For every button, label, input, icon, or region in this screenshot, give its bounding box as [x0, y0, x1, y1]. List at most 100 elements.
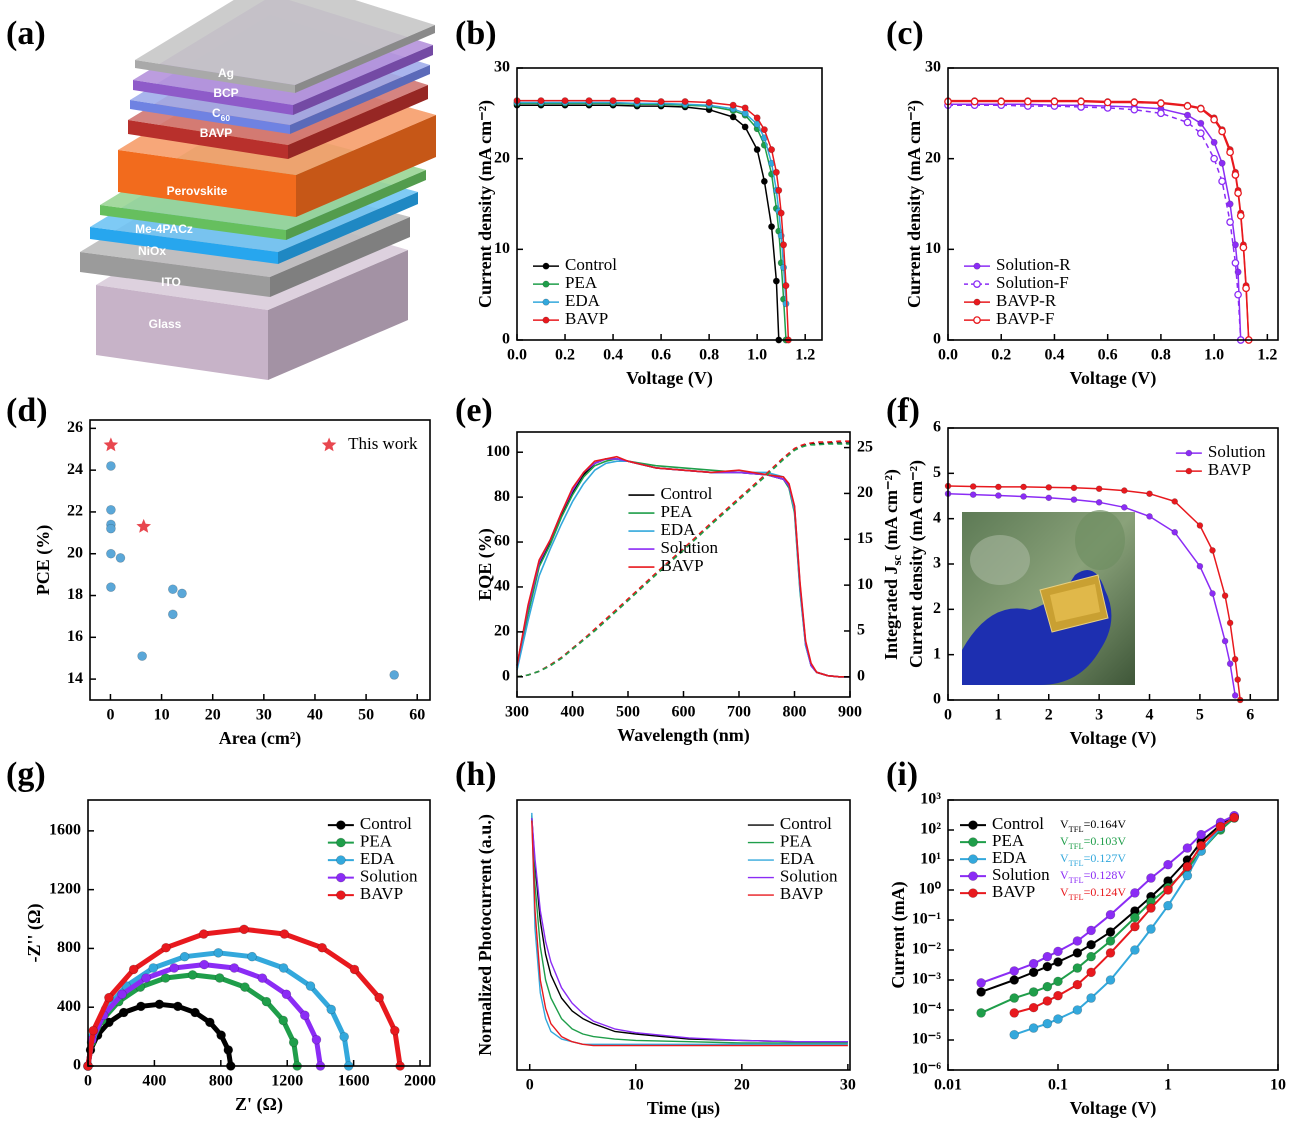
data-marker — [1028, 967, 1039, 978]
data-marker — [261, 996, 272, 1007]
data-marker — [995, 483, 1002, 491]
data-marker — [1218, 177, 1226, 186]
data-marker — [1146, 513, 1153, 520]
data-marker — [106, 582, 116, 592]
data-marker — [106, 548, 116, 559]
data-marker — [768, 223, 776, 231]
data-marker — [976, 1008, 986, 1018]
data-marker — [136, 518, 151, 533]
data-marker — [118, 1007, 129, 1018]
y-tick-label: 10⁰ — [919, 881, 942, 898]
y-tick-label: 20 — [925, 149, 941, 166]
data-marker — [1121, 504, 1128, 511]
data-marker — [1130, 945, 1140, 955]
data-marker — [741, 123, 749, 131]
text-part: TFL — [1069, 842, 1084, 851]
data-marker — [1183, 118, 1192, 127]
layer-label: ITO — [161, 275, 181, 289]
data-marker — [128, 964, 139, 975]
x-tick-label: 20 — [734, 1077, 750, 1094]
data-marker — [1210, 138, 1218, 146]
x-tick-label: 0.6 — [651, 347, 671, 364]
text-part: =0.124V — [1084, 885, 1127, 899]
legend-label: BAVP — [565, 309, 608, 328]
text-part: =0.164V — [1084, 817, 1127, 831]
layer: Ag — [135, 0, 435, 93]
x-tick-label: 2 — [1045, 707, 1053, 724]
legend-label: BAVP — [660, 556, 703, 575]
data-marker — [1020, 493, 1027, 500]
x-tick-label: 6 — [1246, 707, 1254, 724]
data-marker — [1226, 200, 1234, 208]
x-tick-label: 0.1 — [1048, 1077, 1068, 1094]
legend-label: Solution — [1208, 442, 1266, 461]
data-marker — [1146, 903, 1156, 913]
data-marker — [1163, 859, 1173, 870]
x-axis-label: Z' (Ω) — [235, 1094, 283, 1115]
x-tick-label: 0 — [106, 707, 114, 724]
data-marker — [336, 855, 346, 865]
data-marker — [753, 146, 761, 154]
data-marker — [1028, 987, 1039, 997]
layer-side-shade — [293, 45, 433, 115]
data-marker — [179, 951, 190, 962]
annotation: VTFL=0.103V — [1060, 834, 1126, 851]
data-marker — [609, 97, 617, 105]
data-marker — [760, 177, 768, 185]
layer-label: BAVP — [200, 126, 232, 140]
y-tick-label: 10² — [920, 821, 941, 838]
data-marker — [1229, 812, 1240, 823]
layer-front — [80, 252, 270, 297]
layer-side-shade — [290, 65, 430, 134]
legend-label: PEA — [565, 273, 598, 292]
y-axis-label: PCE (%) — [33, 525, 54, 596]
data-marker — [681, 98, 689, 106]
layer-side — [296, 115, 436, 217]
x-tick-label: 30 — [840, 1077, 856, 1094]
x-tick-label: 2000 — [404, 1073, 436, 1090]
x-tick-label: 1 — [1164, 1077, 1172, 1094]
data-marker — [1121, 487, 1128, 494]
data-marker — [317, 942, 327, 953]
layer-label: C60 — [212, 106, 230, 123]
data-marker — [976, 978, 986, 988]
x-tick-label: 50 — [358, 707, 374, 724]
legend-label: EDA — [780, 849, 816, 868]
data-marker — [1231, 259, 1240, 267]
panel-label: (b) — [455, 15, 497, 52]
x-tick-label: 0.6 — [1098, 347, 1118, 364]
data-marker — [1130, 921, 1140, 932]
data-marker — [141, 973, 151, 983]
data-marker — [257, 973, 268, 983]
text-part: V — [1060, 868, 1069, 882]
legend-label: Solution — [992, 865, 1050, 884]
data-marker — [214, 973, 225, 983]
plot-frame — [947, 67, 1279, 341]
y2-axis-label: Integrated Jsc (mA cm⁻²) — [881, 469, 904, 660]
data-marker — [205, 1017, 215, 1028]
data-marker — [969, 483, 977, 490]
data-marker — [760, 126, 768, 134]
panel-label: (g) — [6, 756, 46, 793]
y-tick-label: 14 — [67, 670, 83, 687]
text-part: V — [1060, 851, 1069, 865]
series-line — [531, 815, 848, 1044]
text-part: V — [1060, 885, 1069, 899]
legend-label: Control — [992, 814, 1044, 833]
series-line — [517, 101, 787, 304]
x-tick-label: 1600 — [338, 1073, 370, 1090]
data-marker — [1105, 909, 1116, 920]
x-tick-label: 0.8 — [699, 347, 719, 364]
data-marker — [777, 209, 785, 217]
data-marker — [973, 262, 981, 270]
data-marker — [968, 888, 978, 898]
data-marker — [1226, 218, 1234, 226]
data-marker — [1221, 592, 1229, 600]
x-tick-label: 400 — [142, 1073, 166, 1090]
data-marker — [1146, 873, 1156, 883]
layer-label: Me-4PACz — [135, 222, 193, 236]
y-tick-label: 10³ — [920, 791, 941, 808]
